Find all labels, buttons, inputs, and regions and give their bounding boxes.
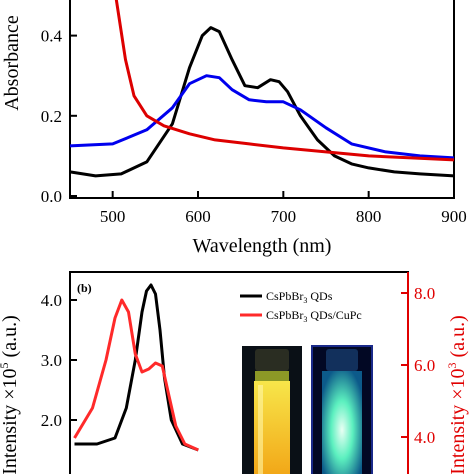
panel-b-series <box>73 283 199 452</box>
panel-a-x-ticks: 500 600 700 800 900 <box>100 191 467 226</box>
panel-a-y-tick-label: 0.0 <box>41 187 62 206</box>
panel-b-right-axis-title-sup: 3 <box>445 362 459 368</box>
vial-left-neck <box>255 371 289 381</box>
legend-cupc-main: CsPbBr <box>266 308 303 322</box>
vial-left-highlight <box>258 385 263 474</box>
vial-photo-left <box>242 346 302 474</box>
panel-a-x-tick-label: 900 <box>441 207 467 226</box>
legend-cupc-sub: 3 <box>303 315 307 324</box>
panel-a-y-axis-title: Absorbance <box>1 15 23 111</box>
panel-a-x-tick-label: 600 <box>185 207 211 226</box>
vial-right-cap <box>326 349 358 371</box>
panel-a-x-axis-title: Wavelength (nm) <box>193 235 332 257</box>
panel-a-x-tick-label: 500 <box>100 207 126 226</box>
panel-b-left-ticks: 4.0 3.0 2.0 <box>41 291 77 430</box>
panel-a-y-tick-label: 0.2 <box>41 107 62 126</box>
panel-a: 500 600 700 800 900 0.0 0.2 0.4 Wavelength (nm… <box>1 0 467 257</box>
panel-b-left-tick-label: 4.0 <box>41 291 62 310</box>
panel-b-right-ticks: 8.0 6.0 4.0 <box>401 284 435 447</box>
panel-a-series <box>69 0 455 178</box>
panel-b-right-tick-label: 6.0 <box>414 356 435 375</box>
legend-qds-sub: 3 <box>303 296 307 305</box>
panel-a-y-ticks: 0.0 0.2 0.4 <box>41 27 77 206</box>
vial-right-glow <box>322 371 362 474</box>
panel-b-left-axis-title-sup: 5 <box>0 362 11 368</box>
panel-b-legend: CsPbBr3 QDs CsPbBr3 QDs/CuPc <box>240 289 362 324</box>
panel-b-right-tick-label: 4.0 <box>414 428 435 447</box>
panel-b-left-axis-title-unit: (a.u.) <box>0 315 21 362</box>
legend-label-qds-cupc: CsPbBr3 QDs/CuPc <box>266 308 362 324</box>
panel-a-series-line-0 <box>69 26 455 178</box>
panel-b-right-tick-label: 8.0 <box>414 284 435 303</box>
panel-b-left-axis-title-main: Intensity ×10 <box>0 368 21 474</box>
panel-a-y-tick-label: 0.4 <box>41 27 63 46</box>
panel-b-right-axis-title: Intensity ×103 (a.u.) <box>445 315 469 474</box>
vial-left-cap <box>255 349 289 371</box>
legend-label-qds: CsPbBr3 QDs <box>266 289 333 305</box>
panel-a-series-line-2 <box>114 0 455 162</box>
panel-a-x-tick-label: 700 <box>271 207 297 226</box>
legend-cupc-tail: QDs/CuPc <box>307 308 361 322</box>
panel-b: 4.03.02.0 8.06.04.0 (b) Intensity ×105 (… <box>0 271 469 474</box>
legend-qds-tail: QDs <box>307 289 332 303</box>
panel-b-left-axis-title: Intensity ×105 (a.u.) <box>0 315 21 474</box>
panel-b-left-tick-label: 2.0 <box>41 411 62 430</box>
legend-qds-main: CsPbBr <box>266 289 303 303</box>
panel-b-right-axis-title-unit: (a.u.) <box>447 315 469 362</box>
panel-b-left-tick-label: 3.0 <box>41 351 62 370</box>
panel-b-series-line-1 <box>73 298 199 452</box>
panel-b-series-line-0 <box>74 283 199 452</box>
panel-a-x-tick-label: 800 <box>356 207 382 226</box>
panel-b-right-axis-title-main: Intensity ×10 <box>447 368 469 474</box>
vial-photo-right <box>311 345 373 474</box>
panel-a-series-line-1 <box>69 74 455 160</box>
panel-b-label: (b) <box>77 281 92 295</box>
panel-a-frame <box>69 0 455 199</box>
